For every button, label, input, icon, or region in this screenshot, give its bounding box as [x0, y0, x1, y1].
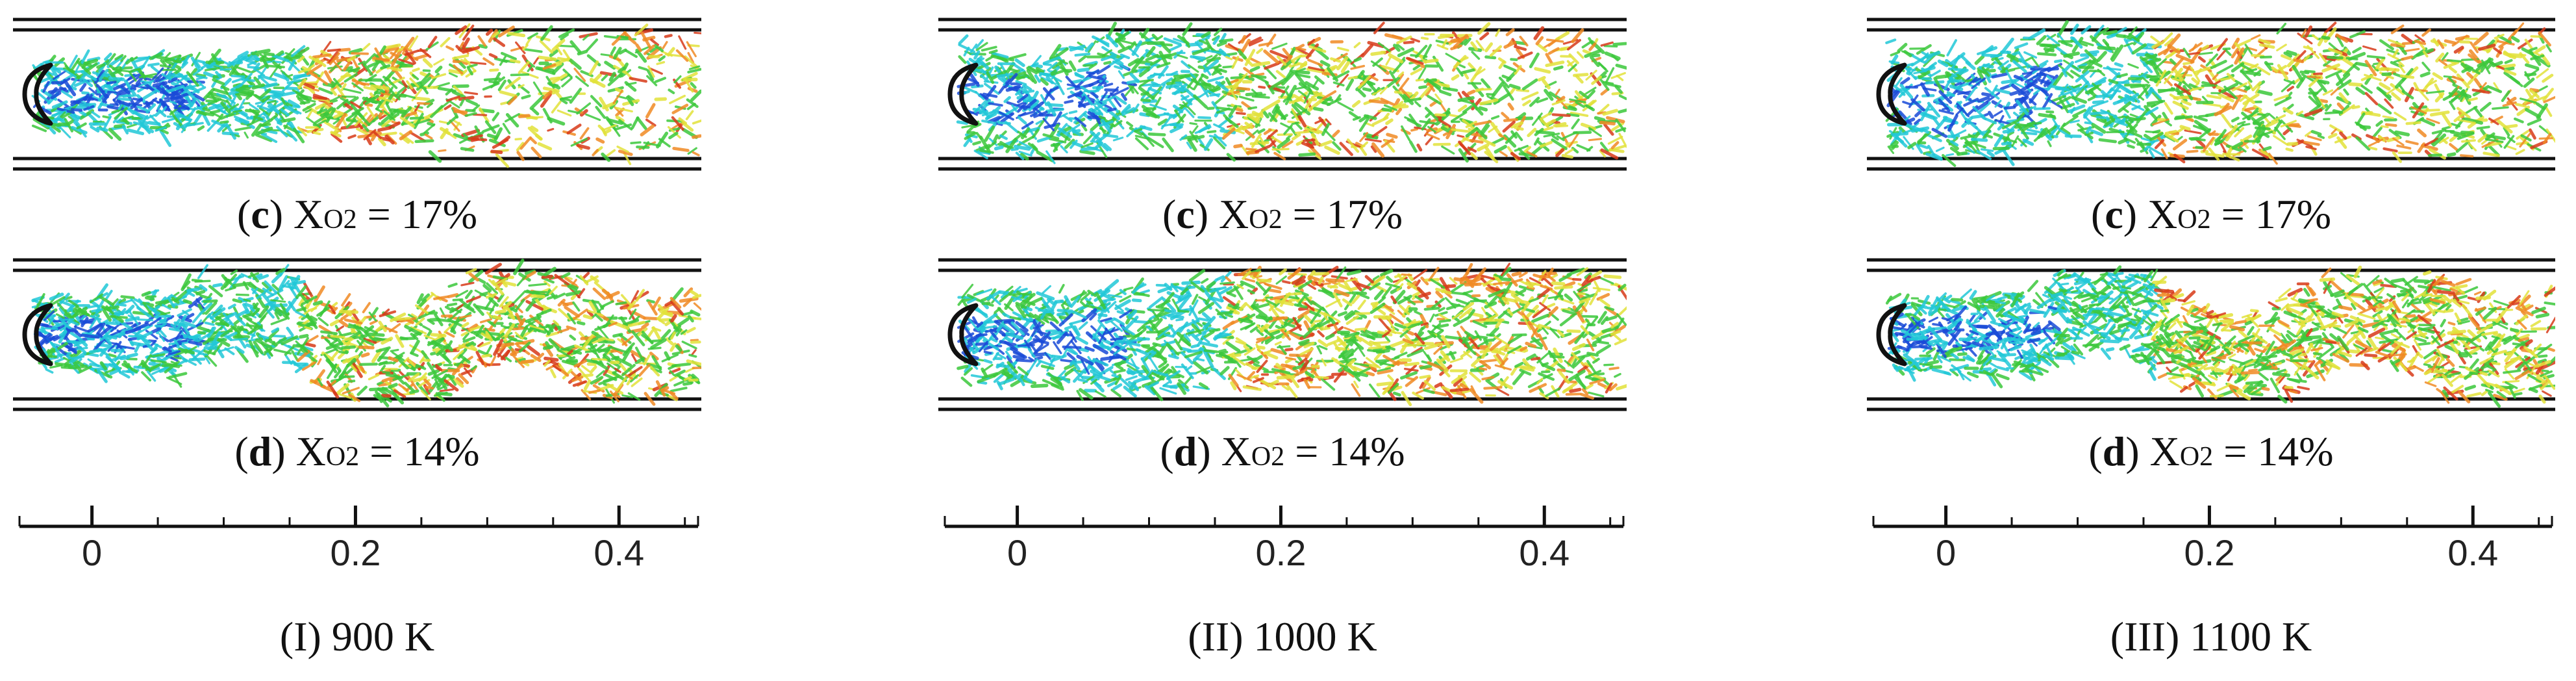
- vortex-structures: [31, 259, 701, 407]
- tick-label: 0.4: [2447, 532, 2498, 572]
- caption-c: (c) XO2 = 17%: [1162, 191, 1403, 237]
- tick-label: 0.2: [1255, 532, 1306, 572]
- bluff-body-icon: [947, 303, 979, 366]
- vortex-structures: [957, 263, 1627, 407]
- bluff-body-icon: [1876, 62, 1907, 126]
- vortex-structures: [31, 23, 701, 168]
- flow-field-d: [13, 258, 701, 411]
- column-1100k: (c) XO2 = 17% (d) XO2 = 14% 0 0.2 0.4 (III…: [1854, 0, 2555, 681]
- bluff-body-icon: [22, 62, 53, 126]
- tick-label: 0.4: [594, 532, 644, 572]
- vortex-structures: [1885, 19, 2555, 167]
- tick-label: 0.2: [330, 532, 381, 572]
- flow-field-c: [938, 18, 1627, 171]
- x-axis: 0 0.2 0.4: [18, 506, 699, 572]
- vortex-structures: [1885, 265, 2555, 408]
- panel-d: [1867, 253, 2555, 411]
- x-axis: 0 0.2 0.4: [944, 506, 1625, 572]
- panel-c: [13, 13, 701, 171]
- bluff-body-icon: [1876, 303, 1907, 366]
- flow-field-d: [1867, 258, 2555, 411]
- column-title: (I) 900 K: [279, 613, 435, 660]
- panel-c: [1867, 13, 2555, 171]
- column-900k: (c) XO2 = 17% (d) XO2 = 14% 0 0.2 0.4 (I) …: [0, 0, 701, 681]
- flow-field-d: [938, 258, 1627, 411]
- x-axis: 0 0.2 0.4: [1872, 506, 2553, 572]
- column-title: (III) 1100 K: [2110, 613, 2312, 660]
- tick-label: 0: [1007, 532, 1027, 572]
- vortex-structures: [956, 21, 1627, 164]
- column-title: (II) 1000 K: [1188, 613, 1377, 660]
- flow-field-c: [13, 18, 701, 171]
- caption-d: (d) XO2 = 14%: [2088, 428, 2334, 474]
- tick-label: 0.2: [2184, 532, 2234, 572]
- tick-label: 0.4: [1519, 532, 1569, 572]
- caption-c: (c) XO2 = 17%: [2091, 191, 2331, 237]
- caption-d: (d) XO2 = 14%: [234, 428, 480, 474]
- caption-c: (c) XO2 = 17%: [237, 191, 477, 237]
- panel-d: [938, 253, 1627, 411]
- tick-label: 0: [1936, 532, 1956, 572]
- bluff-body-icon: [22, 303, 53, 366]
- bluff-body-icon: [947, 62, 979, 126]
- panel-c: [938, 13, 1627, 171]
- column-1000k: (c) XO2 = 17% (d) XO2 = 14% 0 0.2 0.4 (II)…: [925, 0, 1627, 681]
- caption-d: (d) XO2 = 14%: [1160, 428, 1405, 474]
- panel-d: [13, 253, 701, 411]
- tick-label: 0: [82, 532, 102, 572]
- flow-field-c: [1867, 18, 2555, 171]
